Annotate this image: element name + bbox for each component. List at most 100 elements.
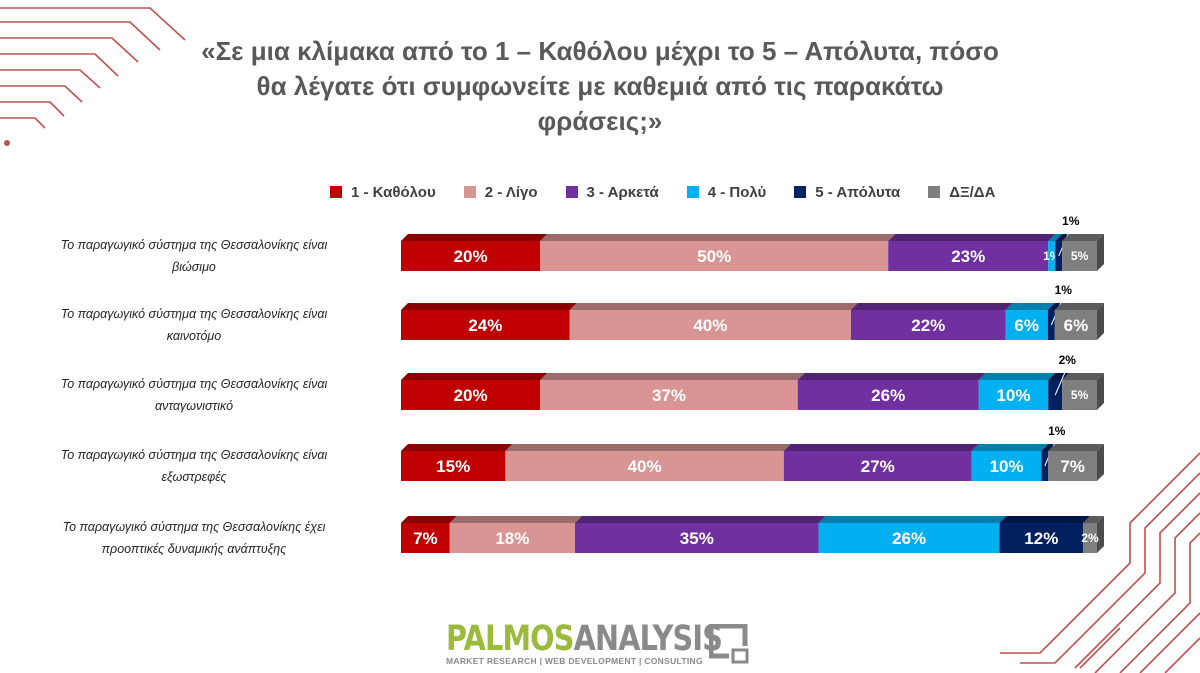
data-label: 40%: [628, 457, 662, 476]
decorative-lines-top-left: [0, 7, 186, 146]
bar-segment-top: [1005, 303, 1055, 310]
data-label: 23%: [951, 247, 985, 266]
data-label: 6%: [1014, 316, 1039, 335]
data-label: 20%: [454, 247, 488, 266]
data-label: 35%: [680, 529, 714, 548]
bar-segment-top: [569, 303, 858, 310]
bar-segment-top: [797, 373, 986, 380]
data-label-leader: [1054, 366, 1068, 396]
logo-tagline: MARKET RESEARCH | WEB DEVELOPMENT | CONS…: [446, 656, 703, 666]
bar-segment-top: [888, 234, 1056, 241]
category-label-line: εξωστρεφές: [161, 470, 227, 484]
bar-segment-side: [1097, 303, 1104, 340]
category-label-line: βιώσιμο: [172, 260, 216, 274]
category-label: Το παραγωγικό σύστημα της Θεσσαλονίκης ε…: [4, 444, 384, 488]
bar-segment: [401, 310, 570, 340]
bar-segment: [1054, 310, 1097, 340]
category-label: Το παραγωγικό σύστημα της Θεσσαλονίκης ε…: [4, 373, 384, 417]
data-label: 27%: [861, 457, 895, 476]
bar-segment-top: [1083, 516, 1104, 523]
data-label: 7%: [1060, 457, 1085, 476]
legend-swatch: [794, 186, 807, 198]
bar-segment: [540, 380, 798, 410]
legend-label: ΔΞ/ΔΑ: [949, 183, 996, 201]
bar-segment-top: [540, 234, 896, 241]
legend-item: 3 - Αρκετά: [565, 183, 659, 201]
bar-segment-side: [1097, 444, 1104, 481]
bar-segment: [540, 241, 889, 271]
bar-segment-top: [575, 516, 826, 523]
bar-segment-top: [1048, 234, 1063, 241]
data-label: 1%: [1062, 214, 1080, 228]
bar-segment-top: [783, 444, 979, 451]
bar-segment-top: [1047, 303, 1062, 310]
legend-item: 2 - Λίγο: [463, 183, 538, 201]
legend-swatch: [463, 186, 476, 198]
bar-segment: [797, 380, 979, 410]
bar-segment: [401, 523, 450, 553]
bar-segment-top: [1062, 234, 1104, 241]
bar-segment: [1062, 380, 1097, 410]
category-label-line: Το παραγωγικό σύστημα της Θεσσαλονίκης ε…: [60, 377, 328, 391]
bar-segment: [1083, 523, 1097, 553]
data-label: 5%: [1071, 249, 1089, 263]
category-label-line: ανταγωνιστικό: [154, 399, 234, 413]
legend-label: 1 - Καθόλου: [351, 183, 436, 201]
logo-wordmark-green: PALMOS: [446, 619, 574, 659]
bar-segment-top: [1041, 444, 1056, 451]
data-label: 40%: [693, 316, 727, 335]
category-label: Το παραγωγικό σύστημα της Θεσσαλονίκης έ…: [4, 516, 384, 560]
legend-label: 3 - Αρκετά: [586, 183, 659, 201]
legend-label: 4 - Πολύ: [707, 183, 767, 201]
category-label-line: καινοτόμο: [166, 329, 222, 343]
bar-segment-top: [978, 373, 1056, 380]
bar-segment-top: [971, 444, 1049, 451]
legend-swatch: [686, 186, 699, 198]
chart-title-line: θα λέγατε ότι συμφωνείτε με καθεμιά από …: [256, 71, 944, 101]
bar-segment-side: [1097, 373, 1104, 410]
data-label: 26%: [871, 386, 905, 405]
data-label: 5%: [1071, 388, 1089, 402]
bar-segment: [978, 380, 1049, 410]
legend-item: 1 - Καθόλου: [330, 184, 436, 201]
legend-swatch: [565, 186, 578, 198]
bar-segment: [971, 451, 1042, 481]
bar-segment: [401, 380, 541, 410]
data-label: 20%: [454, 386, 488, 405]
bar-segment: [1048, 241, 1056, 271]
bar-segment-top: [1055, 234, 1070, 241]
data-label: 26%: [892, 529, 926, 548]
legend-item: 5 - Απόλυτα: [794, 184, 900, 201]
bar-segment-top: [1054, 303, 1104, 310]
bar-segment-top: [1048, 444, 1104, 451]
data-label: 7%: [413, 529, 438, 548]
category-label-line: Το παραγωγικό σύστημα της Θεσσαλονίκης ε…: [60, 448, 328, 462]
bar-segment: [569, 310, 851, 340]
category-label-line: προοπτικές δυναμικής ανάπτυξης: [101, 542, 287, 556]
bar-segment: [783, 451, 972, 481]
bar-segment-top: [540, 373, 805, 380]
chart-title-line: φράσεις;»: [537, 106, 663, 136]
legend-label: 2 - Λίγο: [484, 183, 538, 201]
bar-segment-top: [401, 303, 577, 310]
bar-segment-top: [1062, 373, 1104, 380]
data-label: 22%: [911, 316, 945, 335]
bar-segment: [888, 241, 1049, 271]
data-label: 37%: [652, 386, 686, 405]
category-label: Το παραγωγικό σύστημα της Θεσσαλονίκης ε…: [4, 234, 384, 278]
bar-segment-top: [401, 516, 457, 523]
legend-swatch: [330, 186, 342, 198]
data-label: 50%: [697, 247, 731, 266]
bar-segment-top: [818, 516, 1007, 523]
bar-segment: [401, 241, 541, 271]
data-label: 1%: [1055, 283, 1073, 297]
category-label-line: Το παραγωγικό σύστημα της Θεσσαλονίκης ε…: [60, 307, 328, 321]
bar-segment: [449, 523, 575, 553]
legend-label: 5 - Απόλυτα: [815, 183, 901, 201]
bar-segment: [1048, 451, 1097, 481]
decorative-lines-bottom-right: [1000, 452, 1200, 673]
company-logo: PALMOSANALYSIS MARKET RESEARCH | WEB DEV…: [446, 620, 766, 670]
data-label: 18%: [495, 529, 529, 548]
bar-segment: [850, 310, 1006, 340]
data-label: 6%: [1064, 316, 1089, 335]
